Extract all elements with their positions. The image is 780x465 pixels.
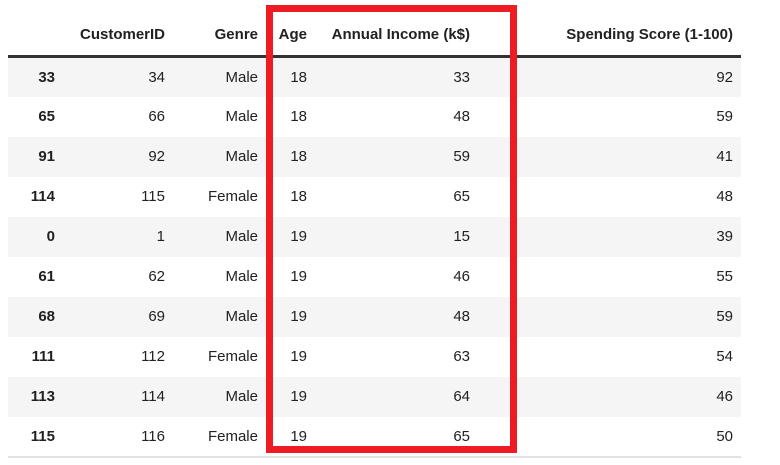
col-header-annual-income: Annual Income (k$)	[315, 14, 478, 58]
table-row: 113 114 Male 19 64 46	[8, 376, 741, 417]
table-body: 33 34 Male 18 33 92 65 66 Male 18 48 59 91 92 Male 18 59…	[8, 56, 741, 457]
cell-age: 18	[290, 68, 307, 86]
header-row: CustomerID Genre Age Annual Income (k$) …	[8, 14, 741, 58]
cell-annual-income: 65	[453, 427, 470, 445]
cell-annual-income: 65	[453, 188, 470, 205]
cell-spending-score: 55	[716, 268, 733, 285]
row-index: 68	[38, 308, 55, 325]
row-index: 61	[38, 268, 55, 285]
row-index: 65	[38, 108, 55, 125]
table-row: 61 62 Male 19 46 55	[8, 257, 741, 297]
cell-spending-score: 39	[716, 228, 733, 245]
cell-spending-score: 59	[716, 108, 733, 125]
row-index: 114	[30, 188, 55, 205]
cell-customerid: 62	[148, 268, 165, 285]
cell-customerid: 34	[148, 68, 165, 86]
cell-spending-score: 92	[716, 68, 733, 86]
table-row: 0 1 Male 19 15 39	[8, 216, 741, 257]
cell-annual-income: 46	[453, 268, 470, 285]
cell-genre: Male	[225, 108, 258, 125]
row-index: 0	[46, 228, 55, 245]
cell-genre: Male	[225, 68, 258, 86]
table-row: 68 69 Male 19 48 59	[8, 296, 741, 337]
cell-annual-income: 63	[453, 348, 470, 365]
cell-customerid: 1	[156, 228, 165, 245]
cell-age: 18	[290, 148, 307, 165]
cell-spending-score: 41	[716, 148, 733, 165]
cell-annual-income: 59	[453, 148, 470, 165]
cell-customerid: 112	[141, 348, 165, 365]
row-index: 113	[30, 388, 55, 405]
row-index: 115	[30, 427, 55, 445]
col-header-age: Age	[266, 14, 315, 58]
cell-genre: Female	[207, 348, 258, 365]
cell-annual-income: 48	[453, 108, 470, 125]
col-header-genre: Genre	[173, 14, 266, 58]
cell-age: 19	[290, 228, 307, 245]
cell-age: 19	[290, 348, 307, 365]
table-row: 114 115 Female 18 65 48	[8, 177, 741, 217]
cell-spending-score: 50	[716, 427, 733, 445]
row-index: 33	[38, 68, 55, 86]
cell-age: 19	[290, 308, 307, 325]
table-row: 111 112 Female 19 63 54	[8, 337, 741, 377]
cell-customerid: 116	[141, 427, 165, 445]
cell-age: 18	[290, 108, 307, 125]
col-header-customerid: CustomerID	[63, 14, 173, 58]
cell-age: 18	[290, 188, 307, 205]
dataframe-container: CustomerID Genre Age Annual Income (k$) …	[8, 14, 741, 458]
table-row: 33 34 Male 18 33 92	[8, 56, 741, 97]
cell-age: 19	[290, 427, 307, 445]
cell-customerid: 69	[148, 308, 165, 325]
cell-customerid: 114	[141, 388, 165, 405]
table-header: CustomerID Genre Age Annual Income (k$) …	[8, 14, 741, 58]
cell-annual-income: 64	[453, 388, 470, 405]
cell-age: 19	[290, 388, 307, 405]
cell-age: 19	[290, 268, 307, 285]
cell-customerid: 66	[148, 108, 165, 125]
cell-customerid: 115	[141, 188, 165, 205]
cell-genre: Female	[207, 427, 258, 445]
cell-genre: Male	[225, 148, 258, 165]
cell-spending-score: 48	[716, 188, 733, 205]
cell-annual-income: 33	[453, 68, 470, 86]
cell-annual-income: 15	[453, 228, 470, 245]
table-row: 91 92 Male 18 59 41	[8, 136, 741, 177]
dataframe-table: CustomerID Genre Age Annual Income (k$) …	[8, 14, 741, 458]
cell-genre: Female	[207, 188, 258, 205]
cell-spending-score: 46	[716, 388, 733, 405]
cell-spending-score: 54	[716, 348, 733, 365]
cell-genre: Male	[225, 228, 258, 245]
cell-spending-score: 59	[716, 308, 733, 325]
cell-customerid: 92	[148, 148, 165, 165]
col-header-index	[8, 14, 63, 58]
col-header-spending-score: Spending Score (1-100)	[478, 14, 741, 58]
row-index: 111	[31, 348, 55, 365]
cell-genre: Male	[225, 388, 258, 405]
row-index: 91	[38, 148, 55, 165]
table-row: 115 116 Female 19 65 50	[8, 417, 741, 457]
table-row: 65 66 Male 18 48 59	[8, 97, 741, 137]
cell-annual-income: 48	[453, 308, 470, 325]
cell-genre: Male	[225, 268, 258, 285]
cell-genre: Male	[225, 308, 258, 325]
